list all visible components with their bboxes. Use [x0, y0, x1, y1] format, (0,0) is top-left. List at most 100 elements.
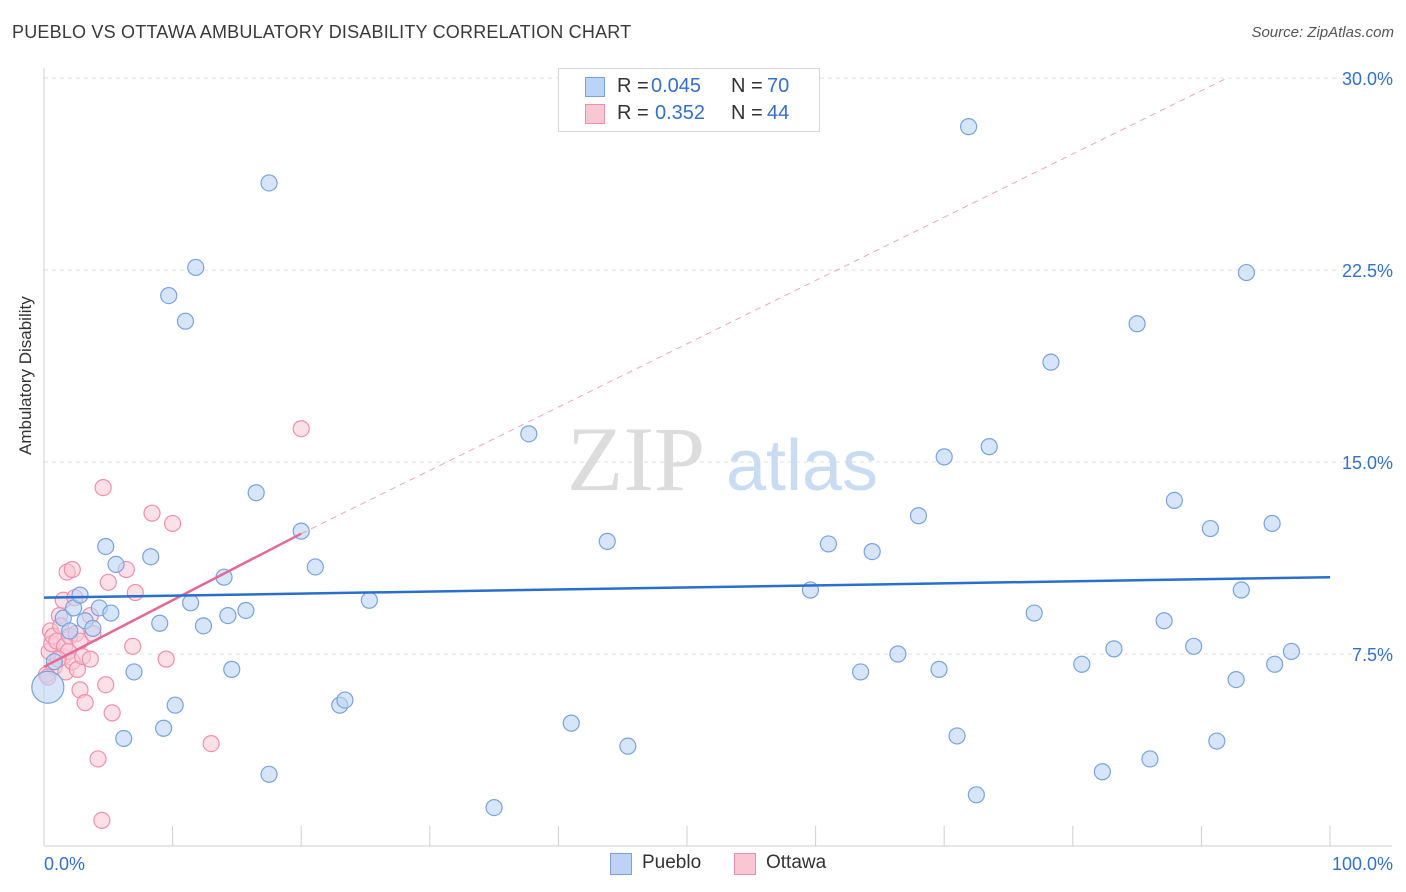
pueblo-point [1263, 514, 1281, 533]
pueblo-point [182, 594, 200, 612]
ottawa-n-label: N = [731, 102, 763, 124]
pueblo-point [84, 619, 102, 638]
pueblo-point [1093, 763, 1111, 781]
pueblo-point [219, 606, 237, 625]
chart-title: PUEBLO VS OTTAWA AMBULATORY DISABILITY C… [12, 22, 632, 42]
pueblo-point [935, 448, 953, 466]
y-tick-label: 15.0% [1342, 453, 1393, 473]
pueblo-point [247, 484, 265, 502]
pueblo-point [1282, 642, 1301, 661]
pueblo-point [142, 548, 160, 566]
pueblo-point [260, 174, 278, 192]
pueblo-point [194, 617, 213, 635]
ottawa-point [143, 504, 161, 522]
x-tick-label-max: 100.0% [1332, 854, 1393, 874]
pueblo-r-value: 0.045 [651, 75, 702, 97]
pueblo-point [237, 601, 255, 620]
stats-legend: R = 0.045 N = 70 R = 0.352 N = 44 [558, 68, 820, 132]
ottawa-r-label: R = [617, 102, 649, 124]
pueblo-point [102, 604, 120, 622]
ottawa-swatch [585, 104, 605, 124]
legend-pueblo-label: Pueblo [642, 852, 702, 873]
legend-ottawa-label: Ottawa [766, 852, 827, 873]
ottawa-point [126, 583, 144, 602]
ottawa-n-value: 44 [767, 102, 790, 124]
x-tick-label-min: 0.0% [44, 854, 85, 874]
pueblo-n-value: 70 [767, 75, 790, 97]
pueblo-point [107, 555, 125, 574]
pueblo-trend-line [43, 575, 1331, 599]
pueblo-point [151, 614, 169, 632]
pueblo-n-label: N = [731, 75, 763, 97]
pueblo-point [960, 118, 978, 136]
ottawa-point [63, 560, 81, 579]
pueblo-point [1141, 750, 1159, 768]
pueblo-point [360, 591, 378, 609]
ottawa-point [89, 750, 107, 768]
pueblo-point [852, 663, 870, 681]
pueblo-point [1208, 732, 1226, 750]
ottawa-point [94, 479, 112, 497]
watermark-zip: ZIP [567, 408, 705, 510]
pueblo-point [930, 660, 948, 678]
pueblo-point [260, 765, 278, 783]
pueblo-point [948, 727, 966, 745]
pueblo-point [71, 586, 89, 604]
pueblo-point [598, 532, 616, 550]
pueblo-point [223, 660, 241, 678]
ottawa-point [93, 811, 111, 830]
pueblo-point [154, 719, 173, 737]
pueblo-point [1165, 491, 1183, 509]
pueblo-point [1025, 604, 1043, 622]
pueblo-point [909, 507, 928, 525]
pueblo-point [1201, 519, 1220, 538]
ottawa-point [103, 704, 121, 722]
pueblo-point [1185, 637, 1203, 655]
pueblo-point [336, 691, 354, 709]
pueblo-series [31, 118, 1301, 817]
pueblo-point [306, 558, 324, 576]
ottawa-point [292, 420, 310, 438]
pueblo-point [562, 714, 580, 732]
pueblo-point [125, 663, 143, 681]
pueblo-point [160, 287, 178, 305]
ottawa-point [76, 694, 94, 712]
pueblo-point [1042, 353, 1060, 371]
ottawa-point [164, 514, 182, 533]
pueblo-point [967, 786, 985, 804]
pueblo-point [1105, 640, 1123, 658]
pueblo-point [97, 537, 115, 556]
ottawa-point [202, 734, 220, 753]
pueblo-point [819, 535, 838, 553]
pueblo-point [520, 425, 538, 443]
source-credit: Source: ZipAtlas.com [1251, 24, 1394, 41]
ottawa-point [99, 573, 117, 591]
tick-labels: 7.5% 15.0% 22.5% 30.0% 0.0% 100.0% [44, 69, 1393, 874]
pueblo-r-label: R = [617, 75, 649, 97]
pueblo-point [176, 312, 195, 330]
ottawa-point [157, 650, 175, 668]
legend-pueblo-swatch [610, 853, 632, 875]
y-axis-label: Ambulatory Disability [16, 296, 35, 455]
pueblo-swatch [585, 77, 605, 97]
pueblo-point [1232, 581, 1250, 599]
axes [43, 68, 1392, 847]
y-tick-label: 22.5% [1342, 261, 1393, 281]
trend-lines [43, 77, 1331, 668]
legend-ottawa-swatch [734, 853, 756, 875]
gridlines [44, 77, 1392, 655]
ottawa-r-value: 0.352 [655, 102, 706, 124]
pueblo-point [889, 645, 907, 663]
y-tick-label: 30.0% [1342, 69, 1393, 89]
watermark-atlas: atlas [726, 426, 878, 506]
pueblo-point [980, 438, 998, 456]
pueblo-point [61, 622, 79, 640]
pueblo-point [1237, 263, 1256, 282]
ottawa-point [97, 676, 115, 694]
ottawa-trend-extension [300, 77, 1228, 535]
pueblo-point [1128, 315, 1146, 333]
ottawa-point [81, 650, 99, 668]
pueblo-point [1227, 670, 1245, 689]
ottawa-trend-line [43, 532, 302, 668]
